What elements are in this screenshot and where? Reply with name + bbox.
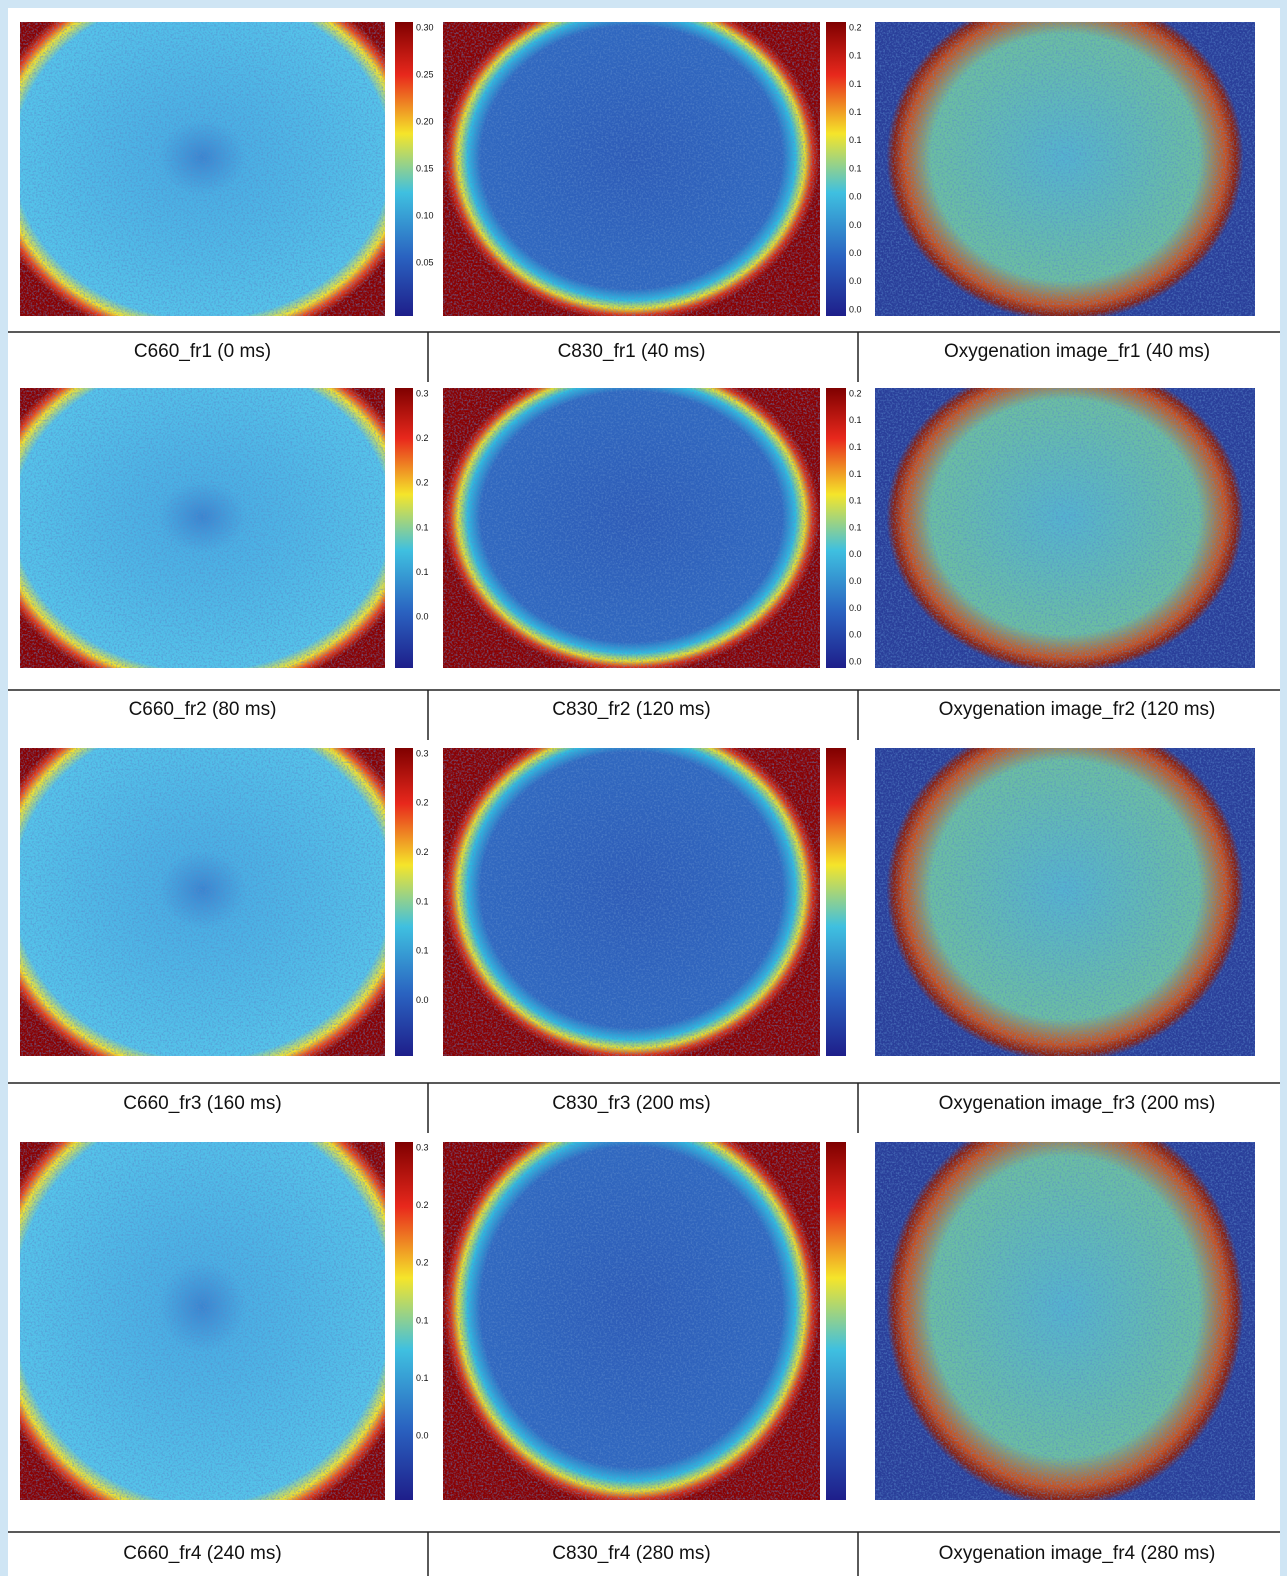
- caption: Oxygenation image_fr2 (120 ms): [939, 699, 1216, 720]
- colorbar-tick-label: 0.1: [416, 1373, 429, 1383]
- colorbar-tick-label: 0.3: [416, 748, 429, 758]
- image-texture: [875, 388, 1255, 668]
- colorbar-tick-label: 0.30: [416, 22, 434, 32]
- colorbar-tick-label: 0.1: [849, 107, 862, 117]
- colorbar-tick-label: 0.0: [849, 192, 862, 202]
- colorbar-tick-label: 0.1: [849, 415, 862, 425]
- image-texture: [20, 1142, 385, 1500]
- colorbar-tick-label: 0.05: [416, 257, 434, 267]
- image-texture: [875, 22, 1255, 316]
- heatmap-image: [20, 748, 385, 1056]
- colorbar-tick-label: 0.0: [416, 1431, 429, 1441]
- colorbar-tick-label: 0.1: [416, 946, 429, 956]
- caption: Oxygenation image_fr1 (40 ms): [944, 341, 1210, 362]
- caption: C830_fr2 (120 ms): [552, 699, 710, 720]
- colorbar-tick-label: 0.2: [416, 847, 429, 857]
- heatmap-image: [443, 1142, 820, 1500]
- colorbar: [826, 748, 846, 1056]
- colorbar-tick-label: 0.0: [849, 576, 862, 586]
- colorbar-tick-label: 0.2: [849, 22, 862, 32]
- heatmap-image: [20, 22, 385, 316]
- colorbar-tick-label: 0.0: [849, 656, 862, 666]
- colorbar-tick-label: 0.1: [849, 135, 862, 145]
- colorbar-tick-label: 0.0: [849, 276, 862, 286]
- image-texture: [20, 748, 385, 1056]
- colorbar: [395, 1142, 413, 1500]
- colorbar-tick-label: 0.1: [849, 442, 862, 452]
- caption: C660_fr1 (0 ms): [134, 341, 271, 362]
- colorbar-tick-label: 0.0: [849, 630, 862, 640]
- heatmap-image: [443, 748, 820, 1056]
- colorbar-tick-label: 0.2: [416, 1258, 429, 1268]
- caption: C660_fr2 (80 ms): [129, 699, 277, 720]
- caption: C830_fr3 (200 ms): [552, 1093, 710, 1114]
- colorbar-tick-label: 0.15: [416, 163, 434, 173]
- colorbar: [826, 388, 846, 668]
- colorbar-tick-label: 0.1: [416, 522, 429, 532]
- heatmap-image: [20, 388, 385, 668]
- colorbar-tick-label: 0.1: [849, 163, 862, 173]
- heatmap-image: [875, 1142, 1255, 1500]
- colorbar-tick-label: 0.2: [416, 433, 429, 443]
- colorbar-tick-label: 0.3: [416, 1142, 429, 1152]
- colorbar-tick-label: 0.2: [416, 1200, 429, 1210]
- colorbar-tick-label: 0.1: [849, 469, 862, 479]
- image-texture: [443, 22, 820, 316]
- image-texture: [875, 1142, 1255, 1500]
- heatmap-image: [875, 22, 1255, 316]
- colorbar-tick-label: 0.10: [416, 210, 434, 220]
- colorbar-tick-label: 0.2: [416, 478, 429, 488]
- caption: C830_fr1 (40 ms): [558, 341, 706, 362]
- caption: Oxygenation image_fr4 (280 ms): [939, 1543, 1216, 1564]
- colorbar-tick-label: 0.2: [849, 388, 862, 398]
- colorbar-tick-label: 0.0: [849, 220, 862, 230]
- heatmap-image: [443, 388, 820, 668]
- caption: C830_fr4 (280 ms): [552, 1543, 710, 1564]
- colorbar-tick-label: 0.1: [849, 51, 862, 61]
- image-texture: [443, 1142, 820, 1500]
- caption: C660_fr4 (240 ms): [123, 1543, 281, 1564]
- caption: Oxygenation image_fr3 (200 ms): [939, 1093, 1216, 1114]
- heatmap-image: [20, 1142, 385, 1500]
- colorbar-tick-label: 0.0: [416, 612, 429, 622]
- caption: C660_fr3 (160 ms): [123, 1093, 281, 1114]
- colorbar-tick-label: 0.0: [849, 304, 862, 314]
- heatmap-image: [875, 748, 1255, 1056]
- colorbar-tick-label: 0.0: [849, 603, 862, 613]
- colorbar-tick-label: 0.25: [416, 69, 434, 79]
- colorbar-tick-label: 0.2: [416, 798, 429, 808]
- colorbar-tick-label: 0.1: [849, 522, 862, 532]
- colorbar: [826, 1142, 846, 1500]
- image-texture: [20, 388, 385, 668]
- colorbar-tick-label: 0.1: [416, 1315, 429, 1325]
- image-texture: [443, 748, 820, 1056]
- colorbar-tick-label: 0.0: [849, 248, 862, 258]
- image-texture: [875, 748, 1255, 1056]
- colorbar-tick-label: 0.1: [416, 896, 429, 906]
- colorbar-tick-label: 0.20: [416, 116, 434, 126]
- colorbar-tick-label: 0.1: [849, 79, 862, 89]
- colorbar: [395, 388, 413, 668]
- colorbar-tick-label: 0.0: [849, 549, 862, 559]
- heatmap-image: [443, 22, 820, 316]
- colorbar: [395, 22, 413, 316]
- image-texture: [20, 22, 385, 316]
- image-texture: [443, 388, 820, 668]
- colorbar: [826, 22, 846, 316]
- colorbar: [395, 748, 413, 1056]
- heatmap-image: [875, 388, 1255, 668]
- colorbar-tick-label: 0.1: [416, 567, 429, 577]
- colorbar-tick-label: 0.3: [416, 388, 429, 398]
- colorbar-tick-label: 0.1: [849, 496, 862, 506]
- colorbar-tick-label: 0.0: [416, 995, 429, 1005]
